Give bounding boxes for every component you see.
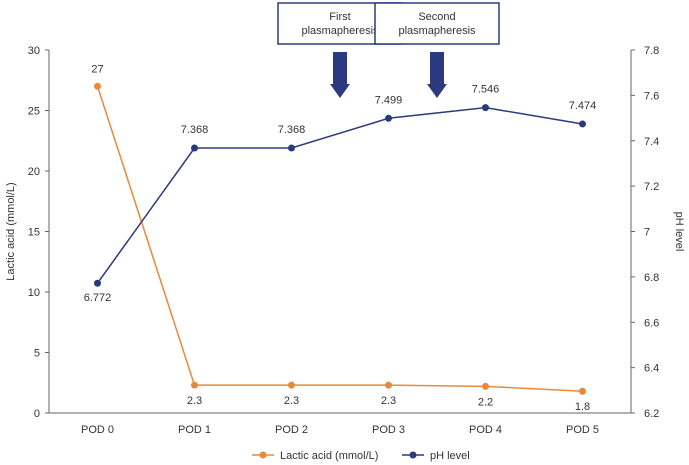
data-point [288,144,295,152]
annotation-text-line: First [329,11,350,23]
legend-label: Lactic acid (mmol/L) [280,450,378,462]
data-point [385,114,392,122]
y-right-tick-label: 7.6 [644,90,659,102]
x-tick-label: POD 4 [469,424,502,436]
y-left-tick-label: 25 [28,106,40,118]
y-right-tick-label: 6.6 [644,317,659,329]
y-right-tick-label: 7.8 [644,45,659,57]
y-right-axis-title: pH level [673,212,685,252]
y-right-tick-label: 6.8 [644,272,659,284]
annotation-text-line: plasmapheresis [301,25,379,37]
ph-data-label: 7.546 [472,84,500,96]
series-2 [94,104,586,287]
x-tick-label: POD 0 [81,424,114,436]
lactic-data-label: 2.3 [187,395,202,407]
lactic-data-label: 2.2 [478,396,493,408]
y-right-tick-label: 6.2 [644,408,659,420]
annotation-arrow [330,52,350,98]
y-right-tick-label: 7 [644,227,650,239]
lactic-data-label: 2.3 [284,395,299,407]
data-point [191,381,198,389]
data-point [579,387,586,395]
series-1 [94,82,586,395]
legend-swatch-marker [259,451,267,459]
legend-item-1: Lactic acid (mmol/L) [252,450,378,462]
y-left-tick-label: 30 [28,45,40,57]
series-line [96,86,583,392]
data-point [482,382,489,390]
annotations: First plasmapheresis Second plasmapheresis [277,2,500,98]
y-right-tick-label: 7.4 [644,136,659,148]
annotation-text-line: plasmapheresis [398,25,476,37]
legend: Lactic acid (mmol/L) pH level [252,450,470,462]
data-point [288,381,295,389]
x-tick-label: POD 3 [372,424,405,436]
series-layer: 27 2.3 2.3 2.3 2.2 1.8 6.772 7.368 7.368 7.499 7.5… [84,63,597,413]
x-tick-label: POD 5 [566,424,599,436]
y-left-axis-title: Lactic acid (mmol/L) [5,182,17,280]
series-line [96,106,583,284]
data-point [579,120,586,128]
ph-data-label: 7.474 [569,100,597,112]
lactic-data-label: 2.3 [381,395,396,407]
annotation-text-line: Second [418,11,455,23]
legend-item-2: pH level [402,450,470,462]
annotation-box [374,2,500,45]
annotation-2: Second plasmapheresis [374,2,500,98]
data-point [385,381,392,389]
legend-swatch-marker [409,451,417,459]
legend-label: pH level [430,450,470,462]
x-tick-label: POD 1 [178,424,211,436]
annotation-arrow [427,52,447,98]
data-point [482,104,489,112]
ph-data-label: 7.499 [375,94,403,106]
x-tick-label: POD 2 [275,424,308,436]
y-right-tick-label: 7.2 [644,181,659,193]
y-right-tick-label: 6.4 [644,363,659,375]
y-left-tick-label: 20 [28,166,40,178]
ph-data-label: 7.368 [181,124,209,136]
y-left-tick-label: 10 [28,287,40,299]
y-left-tick-label: 15 [28,227,40,239]
data-point [94,279,101,287]
lactic-data-label: 27 [91,63,103,75]
ph-data-label: 6.772 [84,292,112,304]
y-left-tick-label: 5 [34,348,40,360]
lactic-data-label: 1.8 [575,401,590,413]
ph-data-label: 7.368 [278,124,306,136]
data-point [94,82,101,90]
y-left-tick-label: 0 [34,408,40,420]
data-point [191,144,198,152]
axes: 0 5 10 15 20 25 30 6.2 6.4 6.6 6.8 7 7.2 7.4 7.6 7.8 POD… [5,45,685,436]
